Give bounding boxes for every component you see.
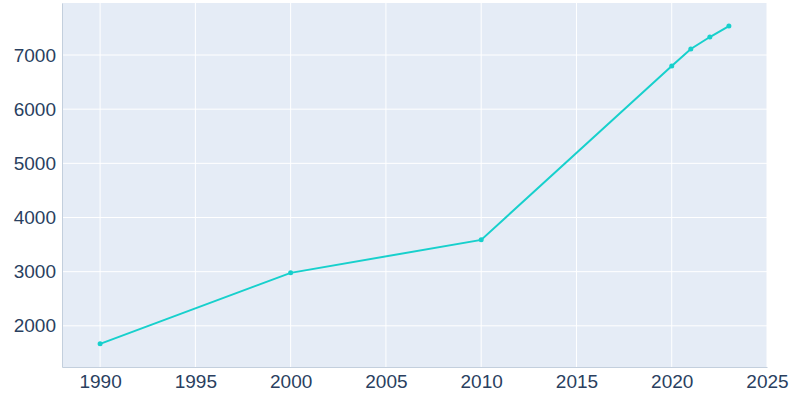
grid-line-x [767,3,768,367]
marker [707,35,712,40]
x-tick: 2010 [461,367,503,392]
x-tick-label: 2025 [746,371,788,392]
x-tick: 2025 [746,367,788,392]
series [98,24,732,347]
chart: 1990 1995 2000 2005 2010 2015 2020 2025 2000 3000… [0,0,800,400]
y-tick-label: 6000 [14,99,56,120]
x-tick-label: 2010 [461,371,503,392]
y-tick-label: 4000 [14,207,56,228]
y-tick: 4000 [14,207,62,228]
x-tick: 2000 [270,367,312,392]
marker [726,24,731,29]
grid-line-x [385,3,386,367]
grid-line-x [290,3,291,367]
grid-line-x [100,3,101,367]
y-tick-label: 5000 [14,153,56,174]
grid-line-x [195,3,196,367]
x-tick-label: 1990 [79,371,121,392]
marker [98,341,103,346]
y-tick-label: 7000 [14,45,56,66]
y-tick: 7000 [14,45,62,66]
grid-line-y [62,163,767,164]
marker [688,46,693,51]
y-axis-line [62,4,63,368]
y-axis: 2000 3000 4000 5000 6000 7000 [14,4,63,368]
grid-line-x [671,3,672,367]
grid-line-y [62,217,767,218]
marker [288,270,293,275]
y-tick-label: 3000 [14,261,56,282]
y-tick-label: 2000 [14,315,56,336]
y-tick: 3000 [14,261,62,282]
plot: 1990 1995 2000 2005 2010 2015 2020 2025 2000 3000… [14,3,789,392]
x-tick-label: 2020 [651,371,693,392]
x-tick-label: 1995 [175,371,217,392]
x-tick: 2015 [556,367,598,392]
grid [62,3,767,367]
grid-line-y [62,325,767,326]
x-axis-line [63,367,768,368]
y-tick: 6000 [14,99,62,120]
x-tick: 2020 [651,367,693,392]
x-tick-label: 2015 [556,371,598,392]
grid-line-y [62,109,767,110]
marker [479,237,484,242]
x-tick-label: 2000 [270,371,312,392]
x-tick: 1995 [175,367,217,392]
marker [669,63,674,68]
grid-line-x [576,3,577,367]
x-tick: 2005 [365,367,407,392]
line [100,26,729,344]
x-tick-label: 2005 [365,371,407,392]
y-tick: 2000 [14,315,62,336]
grid-line-y [62,271,767,272]
plot-background [62,3,767,367]
y-tick: 5000 [14,153,62,174]
x-tick: 1990 [79,367,121,392]
grid-line-x [481,3,482,367]
grid-line-y [62,55,767,56]
x-axis: 1990 1995 2000 2005 2010 2015 2020 2025 [63,367,789,392]
